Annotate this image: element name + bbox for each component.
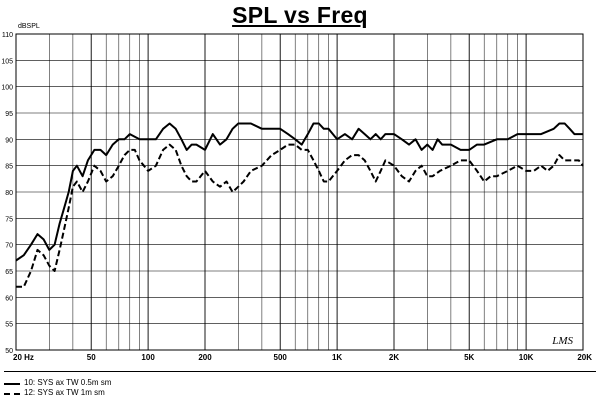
y-tick-label: 50	[5, 348, 13, 355]
legend-item: 10: SYS ax TW 0.5m sm	[4, 378, 596, 388]
legend-divider	[4, 371, 596, 372]
x-tick-label: 20 Hz	[13, 353, 34, 362]
y-tick-label: 100	[1, 85, 13, 92]
y-tick-label: 70	[5, 243, 13, 250]
legend-swatch	[4, 383, 20, 385]
y-tick-label: 110	[2, 32, 13, 39]
plot-frame	[15, 33, 584, 351]
y-tick-label: 105	[1, 58, 13, 65]
series-line-1	[15, 122, 583, 262]
legend-label: 10: SYS ax TW 0.5m sm	[24, 378, 112, 387]
y-tick-labels: 50 55 60 65 70 75 80 85 90 95 100 105 110	[1, 32, 13, 355]
x-tick-label: 20K	[577, 353, 592, 362]
y-tick-label: 90	[5, 137, 13, 144]
y-tick-label: 55	[5, 322, 13, 329]
y-tick-label: 65	[5, 269, 13, 276]
legend: 10: SYS ax TW 0.5m sm 12: SYS ax TW 1m sm	[4, 378, 596, 398]
y-tick-label: 80	[5, 190, 13, 197]
y-tick-label: 75	[5, 216, 13, 223]
legend-swatch	[4, 393, 20, 395]
y-tick-label: 95	[5, 111, 13, 118]
x-tick-label: 50	[87, 353, 96, 362]
grid	[15, 33, 584, 351]
legend-label: 12: SYS ax TW 1m sm	[24, 388, 105, 397]
x-tick-label: 200	[198, 353, 212, 362]
x-tick-label: 500	[274, 353, 288, 362]
y-axis-label: dBSPL	[18, 23, 40, 30]
lms-watermark: LMS	[551, 335, 573, 347]
x-tick-label: 100	[141, 353, 155, 362]
series-lines	[15, 122, 584, 288]
x-tick-label: 2K	[389, 353, 399, 362]
legend-item: 12: SYS ax TW 1m sm	[4, 388, 596, 398]
y-tick-label: 60	[5, 295, 13, 302]
y-tick-label: 85	[5, 164, 13, 171]
x-tick-label: 1K	[332, 353, 342, 362]
x-tick-label: 10K	[519, 353, 534, 362]
chart-title: SPL vs Freq	[232, 2, 368, 28]
x-tick-label: 5K	[464, 353, 474, 362]
series-line-2	[16, 143, 584, 288]
x-tick-labels: 20 Hz 50 100 200 500 1K 2K 5K 10K 20K	[13, 353, 592, 362]
